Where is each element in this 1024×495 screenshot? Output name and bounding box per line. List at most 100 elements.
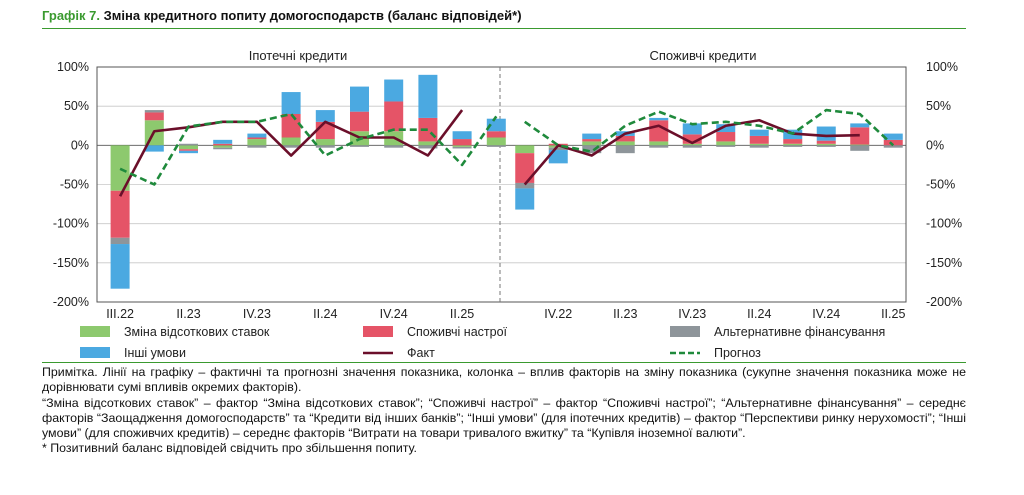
bar-segment — [247, 133, 267, 138]
legend-swatch — [363, 326, 393, 337]
bar-segment — [179, 149, 198, 151]
legend-label: Зміна відсоткових ставок — [124, 325, 270, 339]
y-tick-label-right: -100% — [926, 217, 962, 231]
bar-segment — [582, 141, 602, 146]
bar-segment — [213, 143, 233, 146]
bar-segment — [649, 117, 669, 121]
bar-segment — [315, 145, 335, 148]
fact-line — [523, 118, 860, 186]
bar-segment — [615, 135, 635, 142]
bar-segment — [486, 145, 506, 147]
x-tick-label: IV.22 — [544, 307, 572, 321]
bar-segment — [850, 123, 870, 128]
note-paragraph-3: * Позитивний баланс відповідей свідчить … — [42, 441, 417, 456]
bar-segment — [716, 141, 736, 146]
x-tick-label: II.23 — [176, 307, 200, 321]
bar-segment — [110, 145, 130, 191]
bar-segment — [179, 143, 198, 146]
y-tick-label-left: -200% — [53, 295, 89, 309]
x-tick-label: IV.23 — [678, 307, 706, 321]
bar-segment — [515, 188, 535, 210]
bar-segment — [615, 145, 635, 154]
bar-segment — [110, 244, 130, 289]
chart-note: Примітка. Лінії на графіку – фактичні та… — [42, 365, 966, 457]
x-tick-label: IV.23 — [243, 307, 271, 321]
bar-segment — [649, 141, 669, 146]
bar-segment — [247, 139, 267, 146]
bar-segment — [682, 143, 702, 146]
bar-segment — [682, 123, 702, 135]
note-divider — [42, 362, 966, 363]
x-tick-label: IV.24 — [812, 307, 840, 321]
bar-segment — [816, 145, 836, 147]
bar-segment — [144, 112, 164, 121]
bar-segment — [452, 139, 472, 146]
bar-segment — [144, 110, 164, 113]
bar-segment — [486, 131, 506, 138]
bar-segment — [452, 131, 472, 140]
chart-area: 100% 100% 50% 50% 0% 0% -50% -50% -100% -100% -150… — [53, 48, 962, 360]
legend-label: Прогноз — [714, 346, 761, 360]
bar-segment — [515, 145, 535, 154]
chart-number: Графік 7. — [42, 8, 100, 23]
bar-segment — [850, 144, 870, 146]
legend-swatch — [80, 347, 110, 358]
note-paragraph-2: “Зміна відсоткових ставок” – фактор “Змі… — [42, 395, 966, 441]
bar-segment — [682, 145, 702, 148]
bar-segment — [110, 190, 130, 238]
y-tick-label-left: -100% — [53, 217, 89, 231]
bar-segment — [179, 145, 198, 150]
bar-segment — [816, 126, 836, 141]
y-tick-label-left: 50% — [64, 99, 89, 113]
note-paragraph-1: Примітка. Лінії на графіку – фактичні та… — [42, 365, 966, 395]
bar-segment — [883, 139, 903, 146]
bar-segment — [716, 145, 736, 147]
bar-segment — [179, 150, 198, 154]
bar-segment — [350, 145, 369, 147]
y-tick-label-left: 0% — [71, 138, 89, 152]
legend-label: Споживчі настрої — [407, 325, 508, 339]
bar-segment — [615, 141, 635, 146]
bar-segment — [582, 145, 602, 154]
bar-segment — [384, 79, 404, 102]
bar-segment — [486, 118, 506, 132]
bar-segment — [515, 153, 535, 183]
bar-segment — [281, 114, 301, 138]
y-tick-label-right: 50% — [926, 99, 951, 113]
bar-segment — [515, 182, 535, 189]
bar-segment — [548, 150, 568, 164]
bar-segment — [582, 133, 602, 140]
bar-segment — [749, 129, 769, 136]
bar-segment — [883, 145, 903, 148]
forecast-line — [524, 108, 895, 153]
bar-segment — [350, 86, 369, 112]
bar-segment — [749, 143, 769, 146]
panel-title: Споживчі кредити — [650, 48, 757, 63]
bar-segment — [783, 145, 803, 147]
plot-frame — [96, 66, 907, 303]
bar-segment — [486, 137, 506, 146]
bar-segment — [315, 110, 335, 122]
x-tick-label: II.25 — [881, 307, 905, 321]
legend-label: Інші умови — [124, 346, 186, 360]
bar-segment — [682, 134, 702, 144]
bar-segment — [418, 141, 438, 146]
bar-segment — [384, 101, 404, 132]
bar-segment — [110, 237, 130, 245]
bar-segment — [649, 120, 669, 142]
bar-segment — [144, 145, 164, 152]
bar-segment — [749, 145, 769, 148]
x-tick-label: II.25 — [450, 307, 474, 321]
bar-segment — [213, 145, 233, 148]
bar-segment — [452, 146, 472, 149]
bar-segment — [850, 145, 870, 151]
bar-segment — [247, 137, 267, 140]
y-tick-label-left: 100% — [57, 60, 89, 74]
x-tick-label: III.22 — [106, 307, 134, 321]
title-divider — [42, 28, 966, 29]
y-tick-label-right: 100% — [926, 60, 958, 74]
y-tick-label-left: -150% — [53, 256, 89, 270]
x-tick-label: II.23 — [613, 307, 637, 321]
forecast-line — [119, 112, 498, 186]
bar-segment — [418, 145, 438, 149]
